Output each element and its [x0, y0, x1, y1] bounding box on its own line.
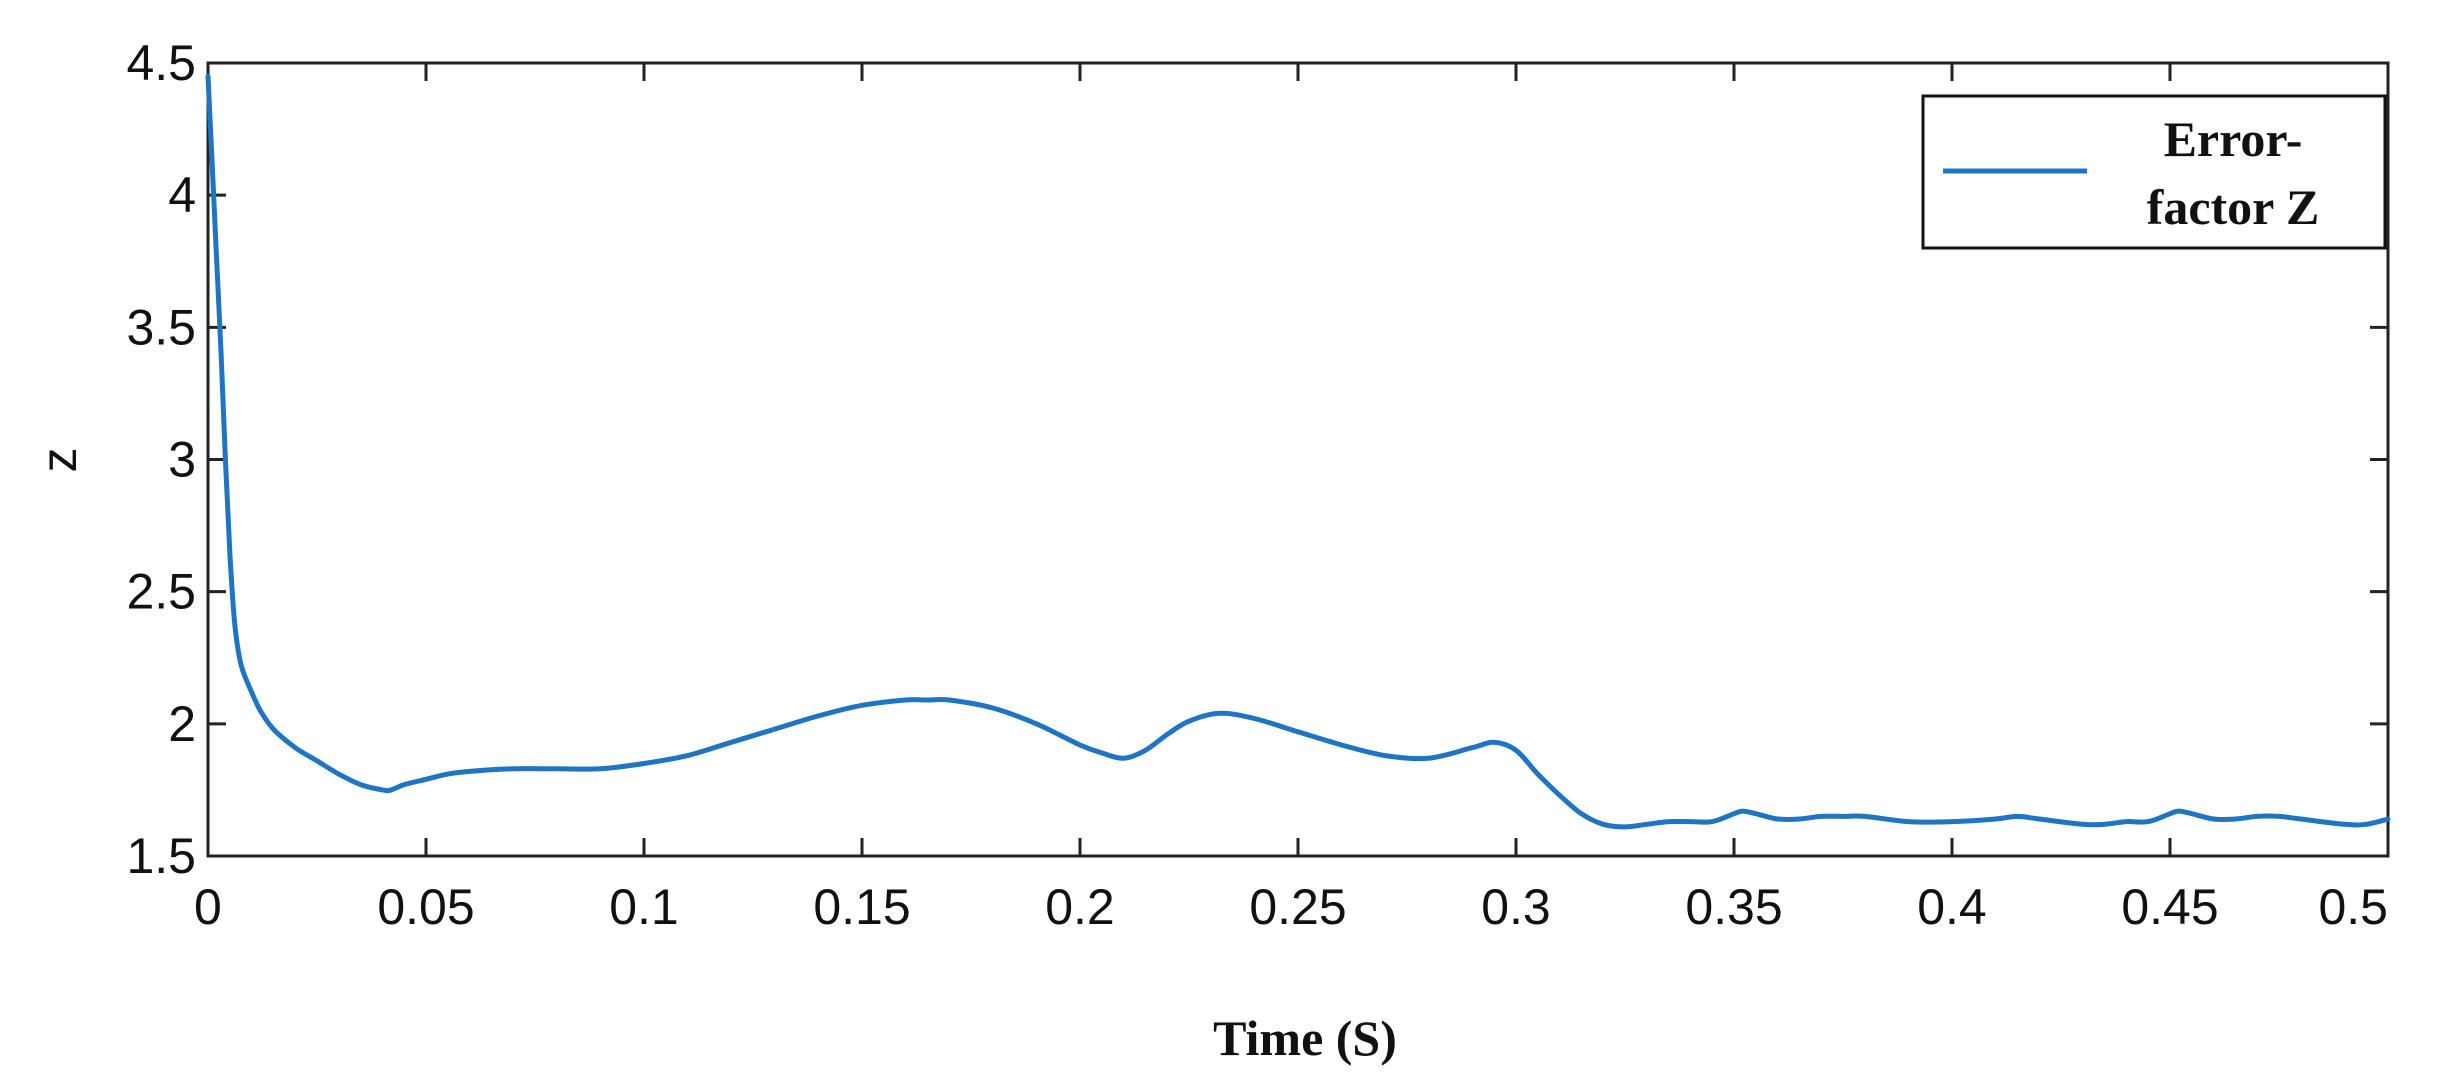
- x-tick-label: 0.1: [609, 879, 679, 935]
- x-tick-label: 0.05: [377, 879, 474, 935]
- y-axis-label: z: [31, 448, 87, 473]
- y-tick-label: 1.5: [126, 828, 196, 884]
- x-tick-label: 0.4: [1917, 879, 1987, 935]
- x-tick-label: 0.5: [2318, 879, 2388, 935]
- x-tick-label: 0.35: [1685, 879, 1782, 935]
- x-tick-label: 0.15: [813, 879, 910, 935]
- y-tick-label: 2.5: [126, 564, 196, 620]
- legend-label-line-1: Error-: [2164, 111, 2303, 167]
- x-axis-ticks: 0 0.05 0.1 0.15 0.2 0.25 0.3 0.35 0.4 0.45 0.5: [194, 63, 2390, 935]
- x-tick-label: 0.25: [1249, 879, 1346, 935]
- y-tick-label: 3: [168, 432, 196, 488]
- legend-label-line-2: factor Z: [2147, 179, 2320, 235]
- x-tick-label: 0.3: [1481, 879, 1551, 935]
- x-axis-label: Time (S): [1213, 1010, 1397, 1066]
- x-tick-label: 0.2: [1045, 879, 1115, 935]
- y-tick-label: 3.5: [126, 299, 196, 355]
- x-tick-label: 0: [194, 879, 222, 935]
- y-axis-ticks: 1.5 2 2.5 3 3.5 4 4.5: [126, 35, 2388, 884]
- y-tick-label: 4: [168, 167, 196, 223]
- y-tick-label: 4.5: [126, 35, 196, 91]
- legend: Error- factor Z: [1921, 94, 2387, 250]
- x-tick-label: 0.45: [2121, 879, 2218, 935]
- y-tick-label: 2: [168, 696, 196, 752]
- series-line-error-factor-z: [205, 73, 2391, 830]
